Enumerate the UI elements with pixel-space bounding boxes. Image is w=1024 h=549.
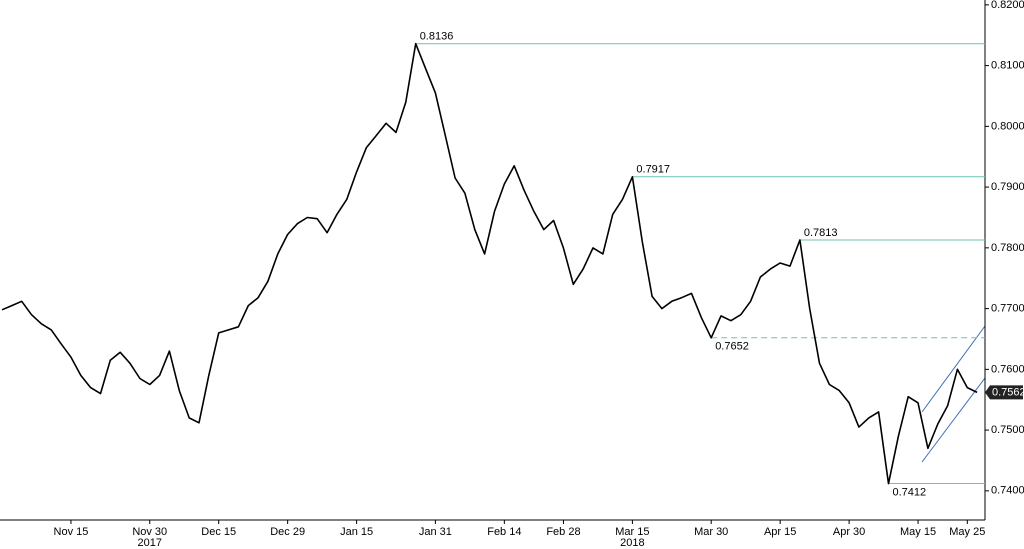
x-tick-label: Apr 30 <box>833 526 865 538</box>
y-tick-label: 0.7800 <box>991 242 1024 254</box>
y-tick-label: 0.8000 <box>991 120 1024 132</box>
x-tick-label: Dec 29 <box>270 526 305 538</box>
y-tick-label: 0.8200 <box>991 0 1024 11</box>
x-tick-label: Nov 30 <box>132 526 167 538</box>
level-label: 0.7652 <box>715 341 749 353</box>
channel-upper <box>921 325 986 413</box>
x-year-label: 2017 <box>138 537 162 549</box>
y-tick-label: 0.7900 <box>991 181 1024 193</box>
y-tick-label: 0.7500 <box>991 424 1024 436</box>
y-tick-label: 0.7700 <box>991 303 1024 315</box>
price-line <box>1 42 978 485</box>
x-tick-label: Nov 15 <box>54 526 89 538</box>
x-year-label: 2018 <box>620 537 644 549</box>
x-tick-label: Feb 28 <box>546 526 580 538</box>
level-label: 0.8136 <box>420 31 454 43</box>
last-value-badge <box>985 385 1023 400</box>
x-tick-label: Jan 31 <box>419 526 452 538</box>
level-label: 0.7813 <box>804 227 838 239</box>
x-tick-label: Dec 15 <box>201 526 236 538</box>
x-tick-label: Jan 15 <box>340 526 373 538</box>
y-tick-label: 0.8100 <box>991 60 1024 72</box>
x-tick-label: May 25 <box>949 526 985 538</box>
x-tick-label: Mar 15 <box>615 526 649 538</box>
x-tick-label: Feb 14 <box>487 526 521 538</box>
y-tick-label: 0.7400 <box>991 485 1024 497</box>
last-value-label: 0.7562 <box>992 386 1024 398</box>
level-label: 0.7412 <box>893 486 927 498</box>
channel-lower <box>921 377 986 463</box>
x-tick-label: May 15 <box>900 526 936 538</box>
x-tick-label: Mar 30 <box>694 526 728 538</box>
y-tick-label: 0.7600 <box>991 363 1024 375</box>
level-label: 0.7917 <box>636 164 670 176</box>
x-tick-label: Apr 15 <box>764 526 796 538</box>
